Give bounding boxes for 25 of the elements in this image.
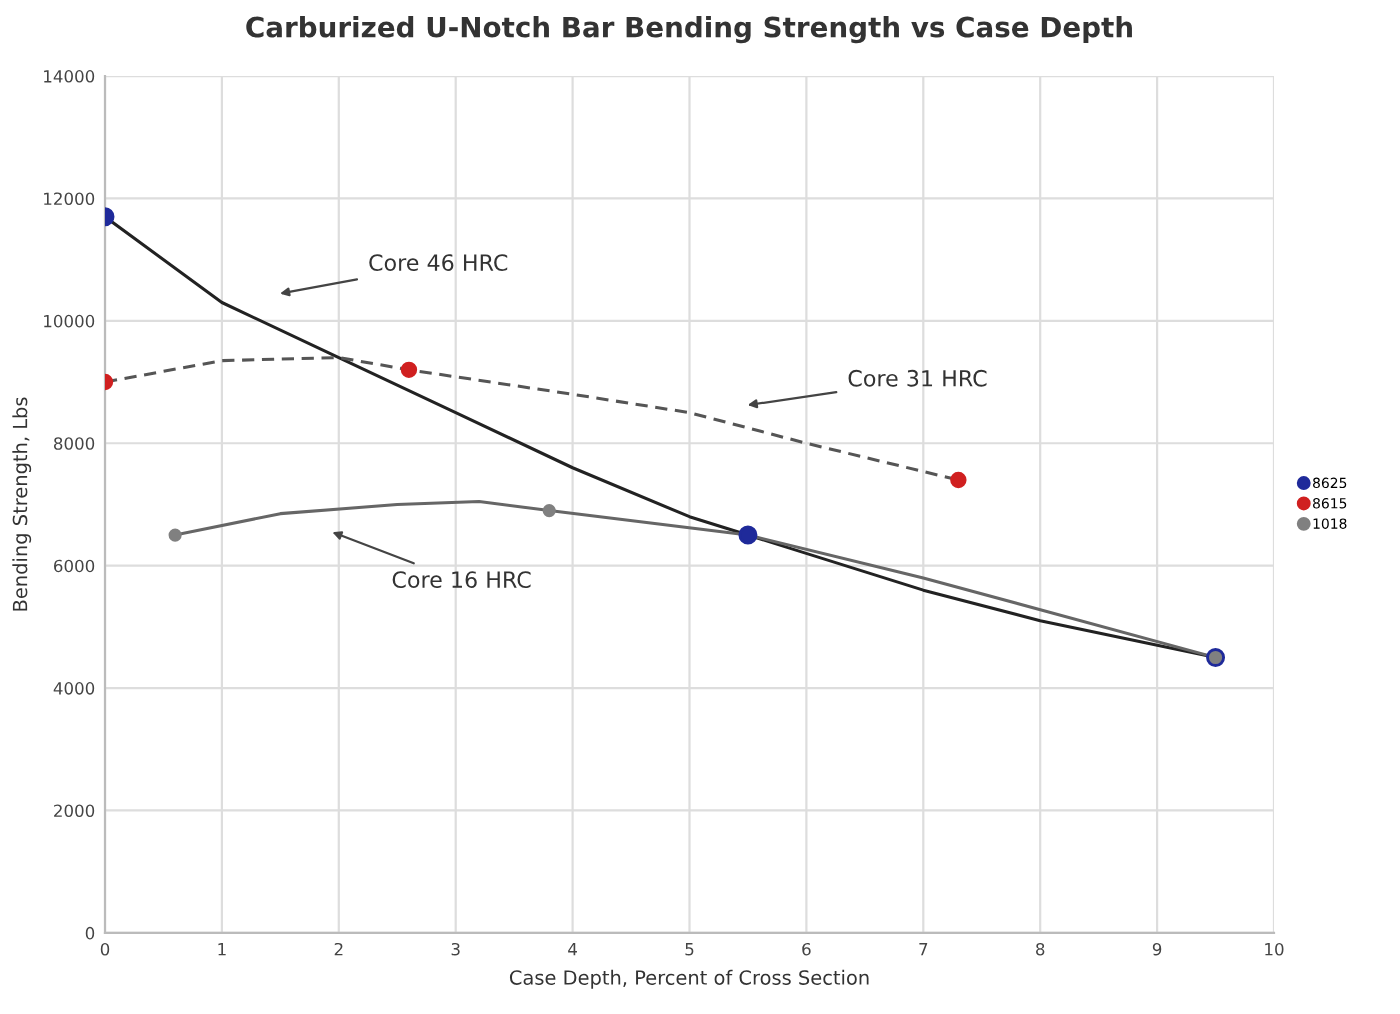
annotation: Core 31 HRC [848, 369, 987, 387]
x-tick-label: 7 [919, 943, 928, 956]
y-tick-label: 6000 [54, 559, 95, 573]
y-tick-label: 8000 [53, 437, 95, 450]
x-tick-label: 1 [218, 943, 226, 956]
x-tick-label: 8 [1036, 942, 1045, 956]
y-tick-label: 2000 [54, 804, 95, 818]
y-tick-label: 10000 [44, 314, 95, 328]
x-tick-label: 0 [100, 942, 110, 956]
annotation: Core 46 HRC [369, 254, 508, 271]
x-tick-label: 2 [334, 942, 343, 956]
y-tick-label: 4000 [53, 682, 95, 695]
y-tick-label: 14000 [44, 70, 95, 83]
y-tick-label: 12000 [44, 192, 95, 206]
x-tick-label: 9 [1152, 942, 1162, 956]
x-axis-title: Case Depth, Percent of Cross Section [509, 969, 869, 989]
annotation: Core 16 HRC [392, 571, 531, 589]
y-axis-title: Bending Strength, Lbs [12, 397, 32, 611]
x-tick-label: 10 [1265, 942, 1284, 956]
y-tick-label: 0 [85, 926, 95, 940]
x-tick-label: 4 [568, 943, 577, 956]
x-tick-label: 3 [451, 942, 460, 956]
x-tick-label: 6 [802, 942, 811, 956]
x-tick-label: 5 [685, 943, 694, 956]
chart-title: Carburized U-Notch Bar Bending Strength vs Case Depth [246, 16, 1132, 44]
